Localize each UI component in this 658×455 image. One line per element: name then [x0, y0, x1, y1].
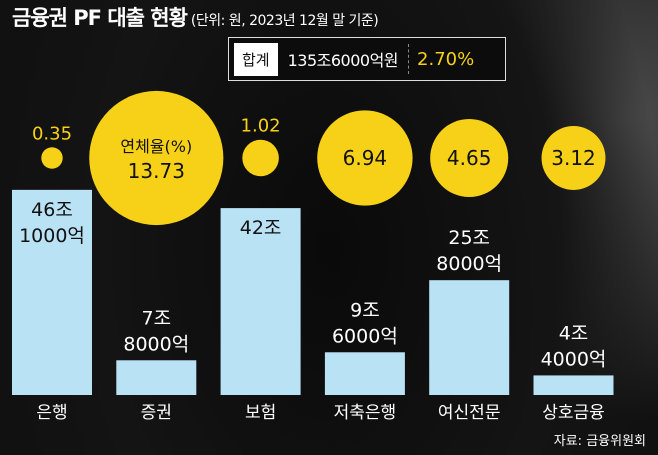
- total-label: 합계: [234, 42, 278, 76]
- category-label: 보험: [245, 403, 276, 423]
- total-rate: 2.70%: [417, 48, 475, 70]
- rate-label: 4.65: [447, 146, 492, 170]
- rate-label: 13.73: [128, 159, 185, 183]
- rate-bubble-1: [89, 90, 224, 226]
- source-note: 자료: 금융위원회: [553, 434, 646, 449]
- bar-3: [324, 352, 405, 395]
- rate-bubble-0: [41, 147, 63, 169]
- divider: [408, 44, 410, 74]
- bar-2: [220, 208, 301, 395]
- bar-0: [12, 189, 92, 395]
- category-label: 상호금융: [542, 403, 605, 423]
- bar-label: 4000억: [541, 348, 607, 370]
- bar-label: 42조: [240, 217, 282, 239]
- total-box: 합계 135조6000억원 2.70%: [228, 37, 506, 81]
- category-label: 저축은행: [334, 403, 397, 423]
- bar-5: [533, 375, 614, 395]
- bar-1: [116, 360, 197, 395]
- bar-label: 46조: [31, 199, 73, 221]
- bar-label: 8000억: [123, 333, 189, 355]
- bubble-legend: 연체율(%): [120, 137, 192, 156]
- rate-bubble-4: [430, 118, 509, 198]
- category-label: 은행: [36, 403, 67, 423]
- rate-label: 1.02: [241, 116, 281, 137]
- rate-bubble-3: [317, 110, 413, 206]
- rate-label: 0.35: [32, 123, 72, 144]
- unit-note: (단위: 원, 2023년 12월 말 기준): [190, 13, 379, 29]
- rate-bubble-2: [242, 139, 279, 177]
- bar-label: 1000억: [19, 225, 85, 247]
- bar-4: [429, 280, 510, 395]
- rate-label: 3.12: [551, 146, 596, 170]
- chart-title: 금융권 PF 대출 현황 (단위: 원, 2023년 12월 말 기준): [12, 2, 379, 32]
- bar-label: 6000억: [332, 325, 398, 347]
- bar-label: 4조: [559, 322, 589, 344]
- rate-bubble-5: [541, 126, 606, 190]
- title-text: 금융권 PF 대출 현황: [12, 6, 188, 30]
- total-amount: 135조6000억원: [287, 51, 399, 70]
- bar-label: 9조: [350, 299, 380, 321]
- bar-label: 7조: [142, 307, 172, 329]
- bar-label: 25조: [448, 227, 490, 249]
- rate-label: 6.94: [343, 146, 388, 170]
- category-label: 여신전문: [438, 403, 501, 423]
- category-label: 증권: [141, 403, 172, 423]
- bar-label: 8000억: [436, 253, 502, 275]
